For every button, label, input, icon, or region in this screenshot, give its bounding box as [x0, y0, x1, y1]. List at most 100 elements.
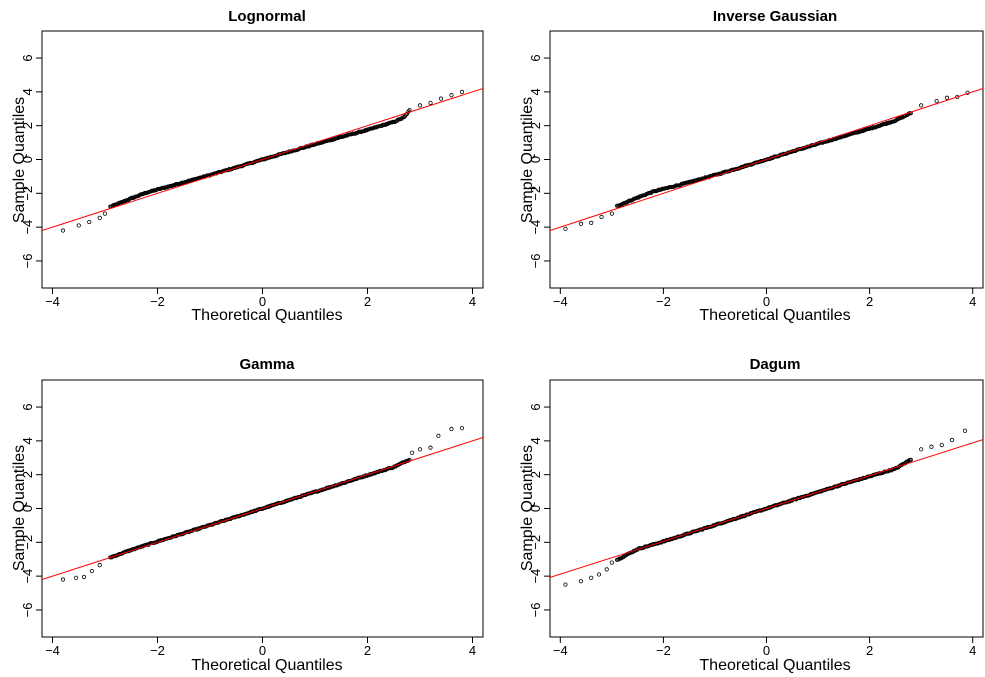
y-tick-label: 4	[20, 88, 35, 95]
y-tick-label: −2	[20, 186, 35, 201]
panel-title: Inverse Gaussian	[713, 8, 837, 25]
qq-point	[74, 575, 79, 580]
qq-point	[908, 457, 913, 462]
qq-point	[417, 103, 423, 108]
qq-point	[459, 89, 465, 94]
y-tick-label: 2	[528, 122, 543, 129]
x-tick-label: −2	[656, 643, 671, 658]
x-axis-label: Theoretical Quantiles	[191, 307, 342, 324]
qq-point	[578, 221, 584, 226]
qq-point	[449, 93, 454, 98]
y-axis-label: Sample Quantiles	[519, 445, 536, 571]
y-tick-label: −6	[528, 603, 543, 618]
qq-reference-line	[42, 437, 483, 580]
y-tick-label: −4	[20, 220, 35, 235]
y-tick-label: −6	[20, 603, 35, 618]
y-tick-label: 0	[528, 505, 543, 512]
qq-points	[563, 90, 970, 231]
y-tick-label: −6	[528, 254, 543, 269]
y-tick-label: −6	[20, 254, 35, 269]
x-tick-label: −4	[45, 294, 60, 309]
qq-point	[436, 433, 441, 438]
qq-point	[944, 95, 950, 100]
x-tick-label: −4	[45, 643, 60, 658]
qq-panel-dagum: Dagum Theoretical Quantiles Sample Quant…	[519, 356, 984, 674]
x-axis-label: Theoretical Quantiles	[699, 307, 850, 324]
qq-point	[616, 557, 621, 562]
qq-point	[604, 567, 609, 572]
x-tick-label: 2	[866, 294, 873, 309]
y-tick-label: 4	[20, 437, 35, 444]
x-tick-label: 0	[763, 643, 770, 658]
qq-point	[563, 582, 568, 587]
x-axis-label: Theoretical Quantiles	[191, 657, 342, 674]
qq-points	[60, 89, 465, 233]
qq-panel-lognormal: Lognormal Theoretical Quantiles Sample Q…	[11, 8, 484, 324]
qq-point	[417, 447, 423, 452]
y-tick-label: −4	[528, 569, 543, 584]
x-tick-label: 0	[259, 294, 266, 309]
qq-reference-line	[550, 439, 983, 578]
qq-point	[929, 444, 934, 449]
y-tick-label: 0	[20, 505, 35, 512]
x-axis-label: Theoretical Quantiles	[699, 657, 850, 674]
qq-point	[97, 563, 102, 568]
qq-point	[428, 445, 433, 450]
y-axis-label: Sample Quantiles	[11, 97, 28, 223]
y-tick-label: 6	[20, 403, 35, 410]
y-tick-label: −4	[528, 220, 543, 235]
qq-panel-gamma: Gamma Theoretical Quantiles Sample Quant…	[11, 356, 484, 674]
qq-point	[596, 572, 602, 577]
y-tick-label: 6	[528, 54, 543, 61]
y-tick-label: 2	[20, 471, 35, 478]
qq-point	[89, 568, 94, 574]
qq-points	[60, 426, 465, 582]
qq-point	[428, 100, 433, 105]
x-tick-label: 4	[969, 294, 976, 309]
panel-title: Lognormal	[228, 8, 306, 25]
qq-point	[449, 426, 454, 432]
x-tick-label: −2	[150, 294, 165, 309]
qq-point	[934, 99, 939, 104]
y-axis-label: Sample Quantiles	[519, 97, 536, 223]
y-tick-label: 4	[528, 88, 543, 95]
x-tick-label: −2	[150, 643, 165, 658]
qq-panel-inverse-gaussian: Inverse Gaussian Theoretical Quantiles S…	[519, 8, 984, 324]
x-tick-label: −4	[553, 294, 568, 309]
x-tick-label: −2	[656, 294, 671, 309]
qq-point	[609, 211, 614, 216]
x-tick-label: 4	[969, 643, 976, 658]
qq-point	[955, 94, 960, 100]
qq-point	[76, 223, 81, 228]
panel-title: Dagum	[750, 356, 801, 373]
y-tick-label: 0	[528, 156, 543, 163]
qq-point	[939, 442, 944, 448]
qq-point	[589, 220, 594, 226]
qq-point	[102, 211, 108, 216]
qq-point	[589, 575, 594, 580]
qq-point	[410, 450, 415, 455]
qq-point	[459, 426, 465, 431]
y-tick-label: 6	[528, 403, 543, 410]
qq-point	[962, 428, 968, 433]
qq-point	[563, 226, 568, 231]
y-tick-label: −2	[528, 535, 543, 550]
y-tick-label: −2	[528, 186, 543, 201]
qq-point	[60, 228, 66, 233]
y-tick-label: −4	[20, 569, 35, 584]
qq-point	[438, 96, 444, 101]
x-tick-label: 4	[469, 294, 476, 309]
qq-point	[919, 447, 924, 452]
x-tick-label: 0	[259, 643, 266, 658]
qq-point	[97, 215, 102, 220]
qq-point	[81, 574, 87, 580]
qq-point	[919, 103, 924, 108]
x-tick-label: 2	[866, 643, 873, 658]
panel-title: Gamma	[239, 356, 295, 373]
y-tick-label: 2	[528, 471, 543, 478]
y-tick-label: 6	[20, 54, 35, 61]
x-tick-label: 0	[763, 294, 770, 309]
qq-reference-line	[42, 88, 483, 231]
x-tick-label: 4	[469, 643, 476, 658]
